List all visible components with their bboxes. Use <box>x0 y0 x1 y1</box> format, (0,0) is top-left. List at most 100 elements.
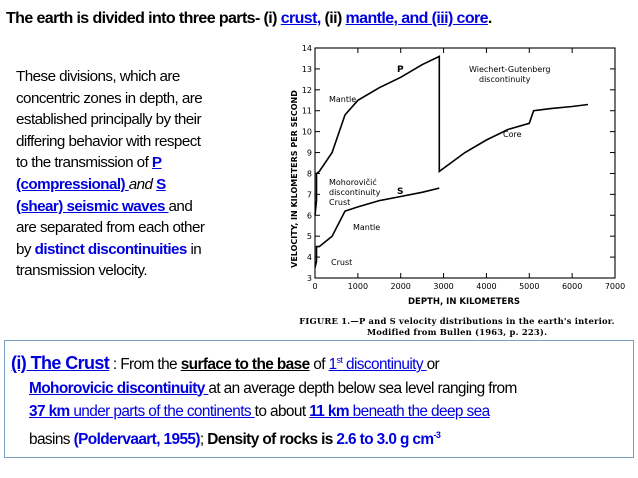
x-tick-label: 0 <box>312 282 317 291</box>
citation: (Poldervaart, 1955) <box>73 430 201 448</box>
continents-term: under parts of the continents <box>69 403 255 420</box>
series-line-p <box>314 55 589 216</box>
box-text: ; <box>199 430 208 448</box>
para-text: in <box>186 240 202 258</box>
box-text: to about <box>254 403 310 420</box>
x-tick-label: 4000 <box>476 282 496 291</box>
y-tick-label: 6 <box>307 211 312 220</box>
para-line: concentric zones in depth, are <box>16 89 203 107</box>
plot-frame <box>314 47 616 279</box>
deep-sea-term: beneath the deep sea <box>348 403 491 420</box>
velocity-depth-chart: VELOCITY, IN KILOMETERS PER SECOND DEPTH… <box>290 44 625 307</box>
depth-11-km: 11 km <box>309 403 349 420</box>
slide-title: The earth is divided into three parts- (… <box>6 10 632 28</box>
y-tick-label: 3 <box>307 274 312 283</box>
left-paragraph: These divisions, which are concentric zo… <box>16 66 274 282</box>
figure-caption: FIGURE 1.—P and S velocity distributions… <box>279 316 635 338</box>
para-text: to the transmission of <box>16 154 152 172</box>
para-line: established principally by their <box>16 111 202 129</box>
box-text: of <box>309 356 329 373</box>
x-tick-label: 5000 <box>519 282 539 291</box>
para-text: and <box>168 197 193 215</box>
y-tick-label: 4 <box>307 253 312 262</box>
para-text: by <box>16 240 35 258</box>
label-s: S <box>397 187 403 197</box>
s-wave-term: S <box>156 175 166 193</box>
box-line-2: Mohorovicic discontinuity at an average … <box>11 377 627 401</box>
series-line-s <box>314 187 440 268</box>
para-line: These divisions, which are <box>16 68 180 85</box>
crust-definition-box: (i) The Crust : From the surface to the … <box>4 340 634 458</box>
para-line: (compressional) and S <box>16 174 274 196</box>
label-wg-2: discontinuity <box>479 75 531 84</box>
caption-line-1: FIGURE 1.—P and S velocity distributions… <box>299 316 615 326</box>
box-text: : From the <box>109 356 181 373</box>
para-line: by distinct discontinuities in <box>16 239 274 261</box>
first-discontinuity: 1st discontinuity <box>328 355 427 373</box>
shear-waves-term: (shear) seismic waves <box>16 197 169 215</box>
title-end: . <box>487 10 492 27</box>
label-crust-s: Crust <box>331 258 352 267</box>
label-moho-1: Mohorovičić <box>329 177 377 187</box>
label-moho-2: discontinuity <box>329 188 381 197</box>
y-tick-label: 14 <box>302 44 312 53</box>
y-tick-label: 13 <box>302 65 312 74</box>
title-crust: crust, <box>280 10 322 27</box>
y-tick-label: 5 <box>307 232 312 241</box>
y-tick-label: 12 <box>302 86 312 95</box>
para-line: are separated from each other <box>16 219 205 237</box>
p-wave-term: P <box>151 154 162 172</box>
density-term: Density of rocks is <box>207 430 337 448</box>
x-tick-label: 2000 <box>391 282 411 291</box>
para-line: (shear) seismic waves and <box>16 196 274 218</box>
box-text: 1 <box>328 356 338 373</box>
axes: 3 4 5 6 7 8 9 10 11 12 13 14 0 1000 2000 3000 4000 5000 60… <box>302 44 625 291</box>
box-text: discontinuity <box>342 356 427 373</box>
crust-heading: (i) The Crust <box>11 353 110 373</box>
title-p1: (i) <box>259 10 281 27</box>
y-tick-label: 9 <box>307 149 312 158</box>
label-crust-p: Crust <box>329 198 350 207</box>
para-text: and <box>128 175 157 193</box>
y-tick-label: 11 <box>302 107 312 116</box>
box-line-3: 37 km under parts of the continents to a… <box>11 400 627 424</box>
x-tick-label: 6000 <box>562 282 582 291</box>
moho-term: Mohorovicic discontinuity <box>29 379 209 397</box>
title-p2: (ii) <box>320 10 346 27</box>
label-core: Core <box>503 130 522 139</box>
box-text: basins <box>29 430 74 448</box>
x-tick-label: 7000 <box>605 282 625 291</box>
title-prefix: The earth is divided into three parts- <box>6 10 260 27</box>
density-unit-sup: -3 <box>433 429 441 440</box>
discontinuities-term: distinct discontinuities <box>34 240 188 258</box>
box-line-1: (i) The Crust : From the surface to the … <box>11 349 627 377</box>
box-sup: st <box>336 355 343 365</box>
depth-37-km: 37 km <box>29 403 70 420</box>
y-tick-label: 8 <box>307 169 312 178</box>
para-line: to the transmission of P <box>16 152 274 174</box>
box-text: at an average depth below sea level rang… <box>208 379 517 397</box>
surface-to-base-term: surface to the base <box>180 356 310 373</box>
y-tick-label: 10 <box>302 128 312 137</box>
label-wg-1: Wiechert-Gutenberg <box>469 65 551 74</box>
velocity-figure: VELOCITY, IN KILOMETERS PER SECOND DEPTH… <box>279 42 635 340</box>
label-mantle-s: Mantle <box>353 223 380 232</box>
x-axis-label: DEPTH, IN KILOMETERS <box>408 297 520 307</box>
x-tick-label: 1000 <box>348 282 368 291</box>
para-line: differing behavior with respect <box>16 132 201 150</box>
box-line-4: basins (Poldervaart, 1955); Density of r… <box>11 424 627 452</box>
y-axis-label: VELOCITY, IN KILOMETERS PER SECOND <box>290 90 299 268</box>
label-mantle-p: Mantle <box>329 95 356 104</box>
para-line: transmission velocity. <box>16 262 148 280</box>
compressional-term: (compressional) <box>16 175 129 193</box>
chart-annotations: P S Mantle Mantle Mohorovičić discontinu… <box>329 65 551 267</box>
title-mantle-core: mantle, and (iii) core <box>345 10 489 27</box>
box-text: or <box>426 356 440 373</box>
x-tick-label: 3000 <box>433 282 453 291</box>
caption-line-2: Modified from Bullen (1963, p. 223). <box>366 327 548 337</box>
density-value: 2.6 to 3.0 g cm <box>336 430 434 448</box>
y-tick-label: 7 <box>307 190 312 199</box>
series <box>314 55 589 268</box>
label-p: P <box>397 65 404 75</box>
